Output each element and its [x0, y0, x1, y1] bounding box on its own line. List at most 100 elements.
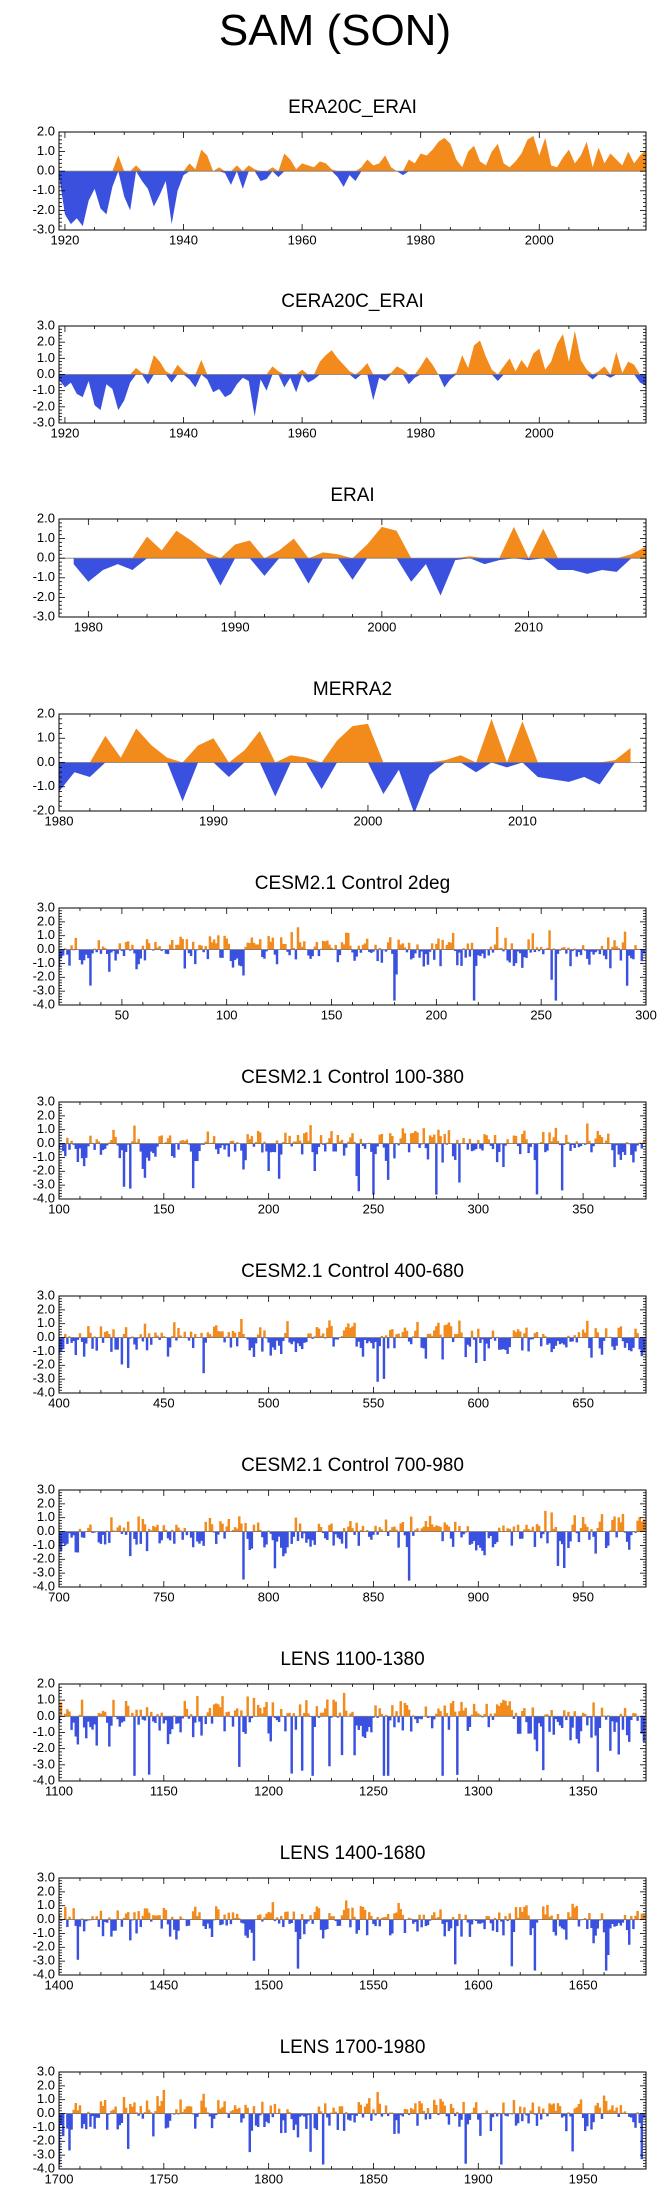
negative-bar: [85, 1716, 88, 1739]
positive-bar: [554, 1527, 558, 1532]
y-tick-label: -1.0: [33, 955, 55, 970]
negative-bar: [313, 1531, 316, 1545]
x-tick-label: 1980: [45, 814, 74, 829]
negative-bar: [298, 1919, 302, 1940]
negative-bar: [273, 1919, 277, 1922]
positive-bar: [389, 1330, 392, 1338]
positive-bar: [535, 1332, 539, 1338]
negative-bar: [386, 1337, 390, 1349]
negative-bar: [640, 1143, 644, 1149]
negative-bar: [372, 949, 375, 952]
negative-bar: [227, 2113, 231, 2118]
negative-bar: [330, 1716, 333, 1718]
positive-bar: [447, 1526, 451, 1532]
negative-bar: [168, 1531, 172, 1541]
negative-bar: [168, 1716, 172, 1735]
negative-bar: [569, 1716, 572, 1741]
positive-bar: [200, 1332, 203, 1338]
y-tick-label: -4.0: [33, 1384, 55, 1399]
negative-bar: [376, 1716, 379, 1718]
negative-bar: [412, 1919, 415, 1924]
positive-bar: [344, 1900, 348, 1920]
negative-bar: [235, 1337, 239, 1347]
negative-bar: [613, 1143, 616, 1168]
positive-bar: [525, 1327, 528, 1338]
positive-bar: [619, 1326, 623, 1338]
positive-bar: [227, 1332, 231, 1338]
positive-bar: [235, 1708, 239, 1717]
negative-bar: [284, 1531, 287, 1554]
negative-bar: [529, 1143, 532, 1147]
negative-bar: [280, 1337, 283, 1355]
negative-bar: [632, 1143, 635, 1163]
positive-bar: [307, 1140, 310, 1144]
positive-bar: [141, 1518, 145, 1532]
positive-bar: [583, 1713, 587, 1717]
negative-bar: [529, 1716, 532, 1734]
positive-bar: [147, 1912, 151, 1920]
negative-bar: [246, 1531, 249, 1539]
positive-bar: [433, 1527, 436, 1532]
negative-anomaly-fill: [73, 558, 646, 596]
negative-bar: [313, 2113, 316, 2129]
negative-bar: [361, 1716, 365, 1737]
positive-anomaly-fill: [59, 718, 631, 763]
x-tick-label: 2000: [353, 814, 382, 829]
positive-bar: [579, 2099, 583, 2114]
positive-bar: [435, 2104, 438, 2114]
negative-bar: [110, 1716, 113, 1726]
negative-bar: [531, 1919, 535, 1929]
positive-bar: [344, 932, 348, 950]
negative-bar: [470, 1143, 474, 1152]
negative-bar: [590, 2113, 593, 2130]
positive-bar: [407, 1917, 411, 1920]
positive-bar: [416, 944, 419, 950]
positive-bar: [447, 942, 451, 950]
positive-bar: [611, 946, 614, 950]
positive-bar: [607, 1715, 610, 1717]
positive-bar: [317, 1328, 321, 1338]
positive-bar: [340, 1336, 344, 1338]
negative-bar: [533, 1919, 537, 1971]
positive-bar: [179, 1335, 182, 1338]
negative-bar: [126, 2113, 130, 2149]
positive-bar: [588, 1913, 591, 1920]
positive-bar: [269, 941, 272, 950]
positive-bar: [219, 2108, 222, 2114]
positive-bar: [495, 926, 499, 950]
negative-bar: [120, 1531, 124, 1534]
positive-bar: [420, 2103, 423, 2114]
negative-bar: [466, 1337, 470, 1345]
positive-bar: [240, 1523, 243, 1532]
negative-bar: [349, 1919, 352, 1928]
negative-bar: [133, 949, 136, 954]
positive-bar: [363, 1909, 367, 1920]
negative-bar: [250, 1531, 254, 1549]
negative-bar: [483, 1337, 486, 1361]
negative-bar: [271, 1143, 275, 1153]
positive-bar: [133, 1912, 136, 1920]
positive-bar: [567, 947, 570, 950]
x-tick-label: 1980: [406, 233, 435, 248]
x-tick-label: 800: [258, 1590, 280, 1605]
positive-bar: [625, 1142, 629, 1144]
negative-bar: [583, 2113, 587, 2132]
positive-bar: [414, 1130, 417, 1144]
negative-bar: [596, 949, 600, 951]
negative-bar: [546, 1531, 549, 1544]
positive-bar: [225, 1712, 228, 1717]
negative-bar: [191, 1531, 195, 1548]
positive-bar: [250, 937, 254, 950]
negative-bar: [110, 1337, 113, 1352]
series-area: [59, 135, 646, 227]
positive-bar: [403, 1133, 407, 1144]
negative-bar: [495, 1919, 499, 1933]
positive-bar: [445, 1324, 449, 1338]
positive-bar: [405, 2109, 409, 2114]
positive-bar: [179, 2099, 182, 2114]
y-tick-label: 0.0: [37, 1523, 55, 1538]
negative-bar: [294, 2113, 298, 2125]
negative-bar: [74, 1716, 77, 1737]
positive-bar: [386, 942, 390, 950]
negative-bar: [271, 1337, 275, 1348]
